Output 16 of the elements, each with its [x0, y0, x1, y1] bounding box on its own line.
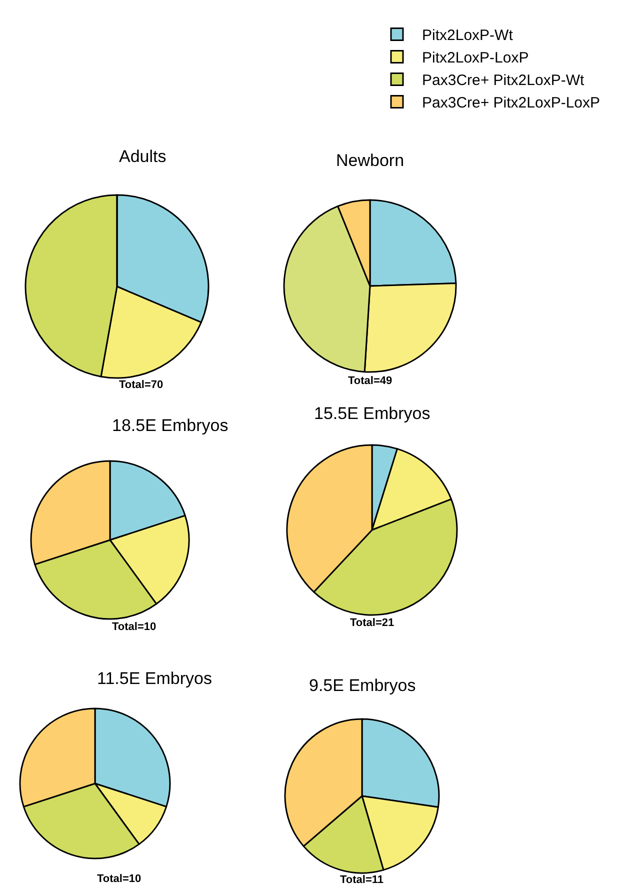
chart-title: 9.5E Embryos: [309, 676, 416, 695]
text: Total=10: [97, 873, 142, 884]
chart-title: 11.5E Embryos: [97, 669, 212, 688]
legend-label: Pax3Cre+ Pitx2LoxP-LoxP: [422, 94, 600, 112]
legend-label: Pax3Cre+ Pitx2LoxP-Wt: [422, 72, 585, 90]
text: Total=21: [350, 617, 394, 629]
chart-title: 18.5E Embryos: [112, 416, 228, 435]
chart-title: Newborn: [336, 151, 404, 170]
chart-title: 15.5E Embryos: [314, 404, 430, 423]
text: Total=49: [348, 375, 392, 387]
legend-label: Pitx2LoxP-Wt: [422, 27, 514, 44]
text: Total=10: [112, 621, 156, 633]
legend-label: Pitx2LoxP-LoxP: [422, 50, 529, 67]
text: Total=70: [119, 379, 164, 391]
text: Total=11: [340, 874, 384, 884]
text: Adults: [119, 147, 166, 166]
